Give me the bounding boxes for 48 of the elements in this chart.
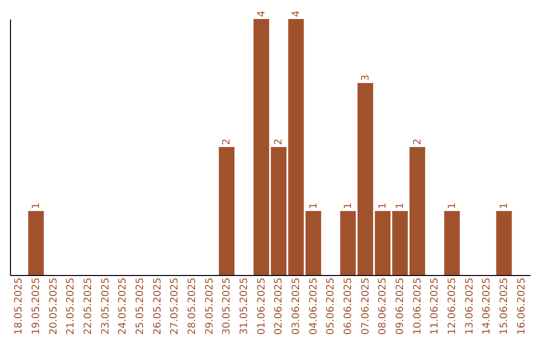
x-tick-label: 07.06.2025	[360, 278, 372, 335]
data-label: 1	[343, 202, 354, 209]
data-label: 2	[274, 138, 285, 145]
x-tick-label: 12.06.2025	[447, 278, 458, 335]
bar	[496, 211, 512, 275]
data-label: 1	[31, 202, 42, 209]
x-tick-label: 28.05.2025	[187, 278, 198, 335]
data-label: 3	[360, 74, 372, 81]
data-label: 4	[291, 10, 302, 17]
x-tick-label: 10.06.2025	[412, 278, 424, 335]
x-tick-label: 03.06.2025	[291, 278, 302, 335]
x-tick-label: 29.05.2025	[204, 278, 216, 335]
bar	[254, 19, 270, 275]
x-tick-label: 26.05.2025	[152, 278, 164, 335]
x-tick-label: 05.06.2025	[326, 278, 337, 335]
x-tick-label: 15.06.2025	[499, 278, 510, 335]
x-tick-label: 19.05.2025	[31, 278, 42, 335]
x-tick-label: 25.05.2025	[135, 278, 146, 335]
x-tick-label: 30.05.2025	[222, 278, 233, 335]
x-tick-label: 04.06.2025	[308, 278, 320, 335]
x-tick-label: 09.06.2025	[395, 278, 406, 335]
bar	[444, 211, 460, 275]
x-tick-label: 01.06.2025	[256, 278, 268, 335]
x-tick-label: 14.06.2025	[482, 278, 493, 335]
bar	[28, 211, 44, 275]
x-tick-label: 22.05.2025	[83, 278, 94, 335]
x-tick-label: 23.05.2025	[100, 278, 112, 335]
x-tick-label: 16.06.2025	[516, 278, 528, 335]
data-label: 2	[412, 138, 424, 145]
data-label: 1	[499, 202, 510, 209]
data-label: 1	[308, 202, 320, 209]
x-tick-label: 13.06.2025	[464, 278, 476, 335]
x-tick-label: 06.06.2025	[343, 278, 354, 335]
x-tick-label: 08.06.2025	[378, 278, 389, 335]
x-tick-label: 27.05.2025	[170, 278, 181, 335]
x-tick-label: 02.06.2025	[274, 278, 285, 335]
bar	[218, 147, 234, 275]
data-label: 4	[256, 10, 268, 17]
x-tick-label: 18.05.2025	[14, 278, 25, 335]
data-label: 1	[378, 202, 389, 209]
data-label: 1	[395, 202, 406, 209]
x-tick-label: 31.05.2025	[239, 278, 250, 335]
x-tick-label: 21.05.2025	[66, 278, 77, 335]
data-label: 1	[447, 202, 458, 209]
data-label: 2	[222, 138, 233, 145]
x-tick-label: 11.06.2025	[430, 278, 441, 335]
x-tick-label: 24.05.2025	[118, 278, 129, 335]
x-tick-label: 20.05.2025	[48, 278, 60, 335]
